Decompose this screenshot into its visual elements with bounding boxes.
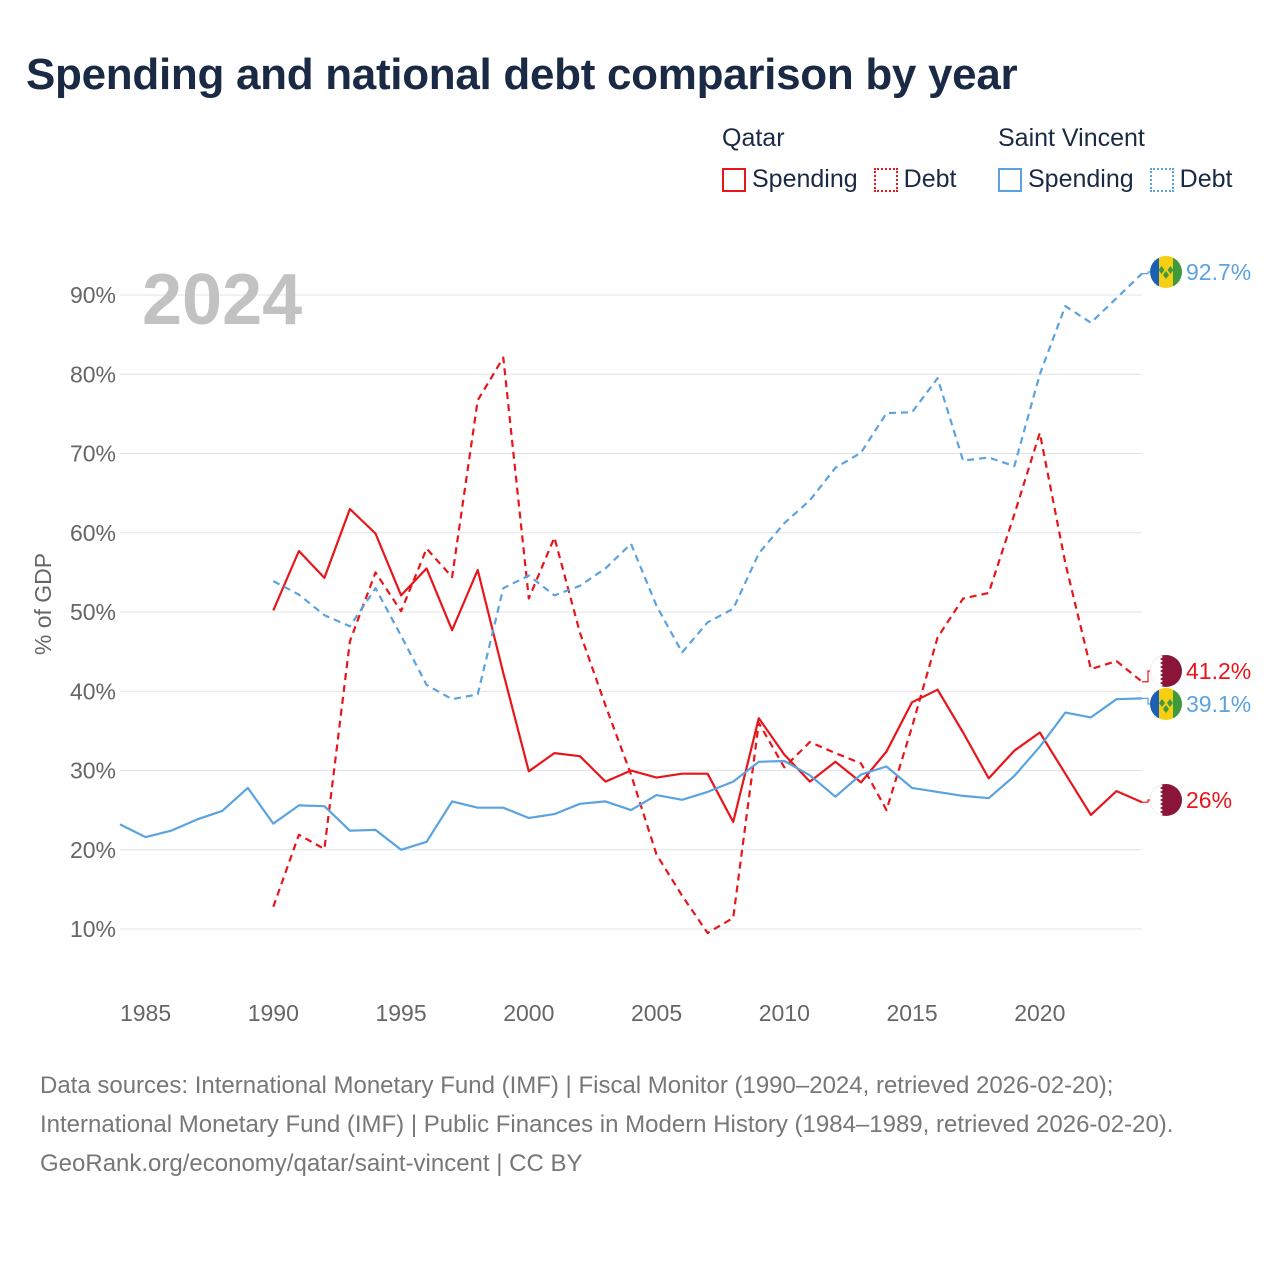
series-line-saint-vincent-spending xyxy=(119,697,1143,851)
qatar-flag-icon xyxy=(1150,655,1182,687)
x-tick-label: 1995 xyxy=(375,1000,426,1026)
data-sources: Data sources: International Monetary Fun… xyxy=(40,1072,1174,1138)
legend-swatch-solid-red xyxy=(722,167,746,192)
y-tick-label: 10% xyxy=(70,916,116,942)
y-tick-label: 70% xyxy=(70,441,116,467)
legend-country-qatar: Qatar xyxy=(722,124,785,152)
x-tick-label: 1990 xyxy=(248,1000,299,1026)
end-value-label: 39.1% xyxy=(1186,691,1251,717)
y-tick-label: 30% xyxy=(70,758,116,784)
x-tick-label: 1985 xyxy=(120,1000,171,1026)
year-watermark: 2024 xyxy=(142,260,302,340)
legend-swatch-solid-blue xyxy=(998,167,1022,192)
legend-country-saint-vincent: Saint Vincent xyxy=(998,124,1145,152)
series-line-qatar-spending xyxy=(272,507,1143,824)
end-value-label: 92.7% xyxy=(1186,259,1251,285)
legend-saint-vincent-debt[interactable]: Debt xyxy=(1149,165,1233,194)
qatar-flag-icon xyxy=(1150,784,1182,816)
y-tick-label: 50% xyxy=(70,599,116,625)
line-chart: 10% 20% 30% 40% 50% 60% 70% 80% 90% 1985 1990 1995 2… xyxy=(30,259,1251,1026)
x-tick-label: 2005 xyxy=(631,1000,682,1026)
x-tick-label: 2000 xyxy=(503,1000,554,1026)
y-axis-label: % of GDP xyxy=(30,553,56,655)
legend-label: Spending xyxy=(1028,165,1134,193)
legend-label: Spending xyxy=(752,165,858,193)
page-title: Spending and national debt comparison by… xyxy=(26,50,1018,99)
legend-qatar: Qatar Spending Debt xyxy=(722,124,972,194)
legend-qatar-debt[interactable]: Debt xyxy=(873,165,957,194)
x-tick-label: 2010 xyxy=(759,1000,810,1026)
end-value-label: 41.2% xyxy=(1186,658,1251,684)
x-tick-label: 2015 xyxy=(886,1000,937,1026)
y-tick-label: 90% xyxy=(70,282,116,308)
y-tick-label: 20% xyxy=(70,837,116,863)
legend-qatar-spending[interactable]: Spending xyxy=(722,165,858,194)
y-tick-label: 80% xyxy=(70,361,116,387)
attribution-link[interactable]: GeoRank.org/economy/qatar/saint-vincent … xyxy=(40,1150,583,1177)
legend-saint-vincent: Saint Vincent Spending Debt xyxy=(998,124,1248,194)
saint-vincent-flag-icon xyxy=(1150,688,1182,720)
end-value-label: 26% xyxy=(1186,787,1232,813)
saint-vincent-flag-icon xyxy=(1150,256,1182,288)
y-tick-label: 60% xyxy=(70,520,116,546)
x-tick-label: 2020 xyxy=(1014,1000,1065,1026)
series-line-qatar-debt xyxy=(272,356,1143,935)
y-tick-label: 40% xyxy=(70,678,116,704)
legend-label: Debt xyxy=(903,165,957,193)
legend-swatch-dotted-blue xyxy=(1149,167,1174,192)
series-line-saint-vincent-debt xyxy=(272,272,1143,701)
legend-saint-vincent-spending[interactable]: Spending xyxy=(998,165,1134,194)
legend-swatch-dotted-red xyxy=(873,167,898,192)
footer: Data sources: International Monetary Fun… xyxy=(40,1066,1240,1183)
legend-label: Debt xyxy=(1179,165,1233,193)
